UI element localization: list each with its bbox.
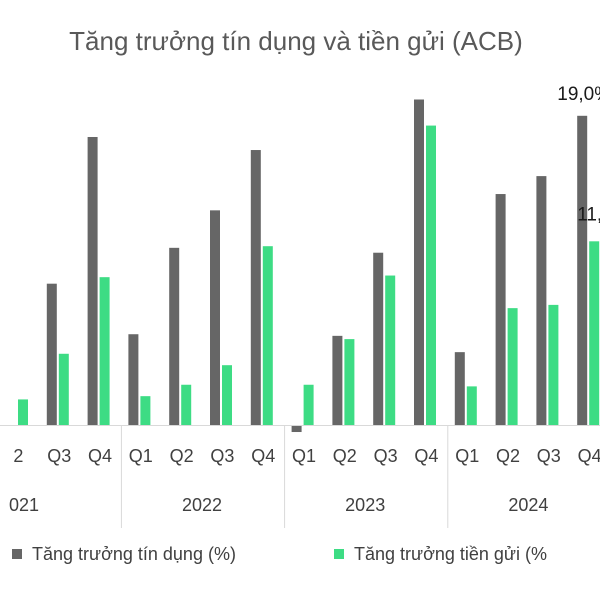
legend: Tăng trưởng tín dụng (%) Tăng trưởng tiền… bbox=[12, 544, 547, 564]
deposit-bar-6 bbox=[262, 246, 273, 426]
data-labels: 19,0% 11,3 bbox=[557, 84, 600, 226]
deposit-bar-4 bbox=[181, 384, 192, 426]
credit-bar-2 bbox=[87, 136, 98, 426]
legend-swatch bbox=[12, 549, 22, 559]
deposit-bar-5 bbox=[222, 365, 232, 426]
credit-bar-13 bbox=[536, 176, 547, 426]
x-tick-label: Q1 bbox=[292, 446, 316, 466]
deposit-bar-8 bbox=[344, 339, 355, 426]
x-year-label: 2022 bbox=[182, 495, 222, 515]
credit-bar-14 bbox=[577, 115, 588, 426]
x-axis: 2Q3Q4Q1Q2Q3Q4Q1Q2Q3Q4Q1Q2Q3Q4Q0212022202… bbox=[0, 425, 600, 528]
credit-bar-9 bbox=[373, 252, 384, 426]
x-tick-label: Q4 bbox=[414, 446, 438, 466]
deposit-bar-11 bbox=[466, 386, 477, 426]
x-year-label: 2023 bbox=[345, 495, 385, 515]
x-year-label: 021 bbox=[9, 495, 39, 515]
x-tick-label: Q2 bbox=[170, 446, 194, 466]
x-tick-label: Q4 bbox=[578, 446, 600, 466]
data-label: 11,3 bbox=[577, 204, 600, 225]
x-tick-label: Q3 bbox=[47, 446, 71, 466]
x-tick-label: Q1 bbox=[129, 446, 153, 466]
legend-label: Tăng trưởng tín dụng (%) bbox=[32, 544, 236, 564]
x-tick-label: Q2 bbox=[496, 446, 520, 466]
deposit-bar-12 bbox=[507, 308, 518, 426]
deposit-bar-9 bbox=[385, 275, 396, 426]
credit-bar-11 bbox=[454, 352, 465, 426]
credit-bar-6 bbox=[250, 150, 261, 426]
x-tick-label: Q4 bbox=[251, 446, 275, 466]
x-tick-label: Q3 bbox=[210, 446, 234, 466]
legend-label: Tăng trưởng tiền gửi (% bbox=[354, 544, 547, 564]
x-tick-label: Q4 bbox=[88, 446, 112, 466]
deposit-bar-1 bbox=[58, 353, 69, 426]
x-tick-label: 2 bbox=[13, 446, 23, 466]
x-tick-label: Q3 bbox=[374, 446, 398, 466]
deposit-bar-7 bbox=[303, 384, 314, 426]
deposit-bar-2 bbox=[99, 277, 110, 426]
deposit-bar-0 bbox=[18, 399, 28, 426]
x-tick-label: Q2 bbox=[333, 446, 357, 466]
chart-title: Tăng trưởng tín dụng và tiền gửi (ACB) bbox=[69, 26, 523, 56]
legend-swatch bbox=[334, 549, 344, 559]
credit-bar-4 bbox=[169, 247, 180, 426]
credit-bar-12 bbox=[495, 194, 506, 426]
credit-bar-1 bbox=[46, 283, 57, 426]
data-label: 19,0% bbox=[557, 84, 600, 105]
deposit-bar-14 bbox=[589, 241, 600, 426]
x-tick-label: Q3 bbox=[537, 446, 561, 466]
deposit-bar-3 bbox=[140, 396, 151, 426]
credit-bar-3 bbox=[128, 334, 139, 426]
deposit-bar-13 bbox=[548, 304, 559, 426]
plot-area bbox=[18, 99, 600, 433]
credit-bar-7 bbox=[291, 425, 302, 433]
x-year-label: 2024 bbox=[508, 495, 548, 515]
credit-bar-5 bbox=[210, 210, 220, 426]
x-tick-label: Q1 bbox=[455, 446, 479, 466]
credit-bar-10 bbox=[414, 99, 424, 426]
credit-bar-8 bbox=[332, 335, 343, 426]
deposit-bar-10 bbox=[426, 125, 436, 426]
